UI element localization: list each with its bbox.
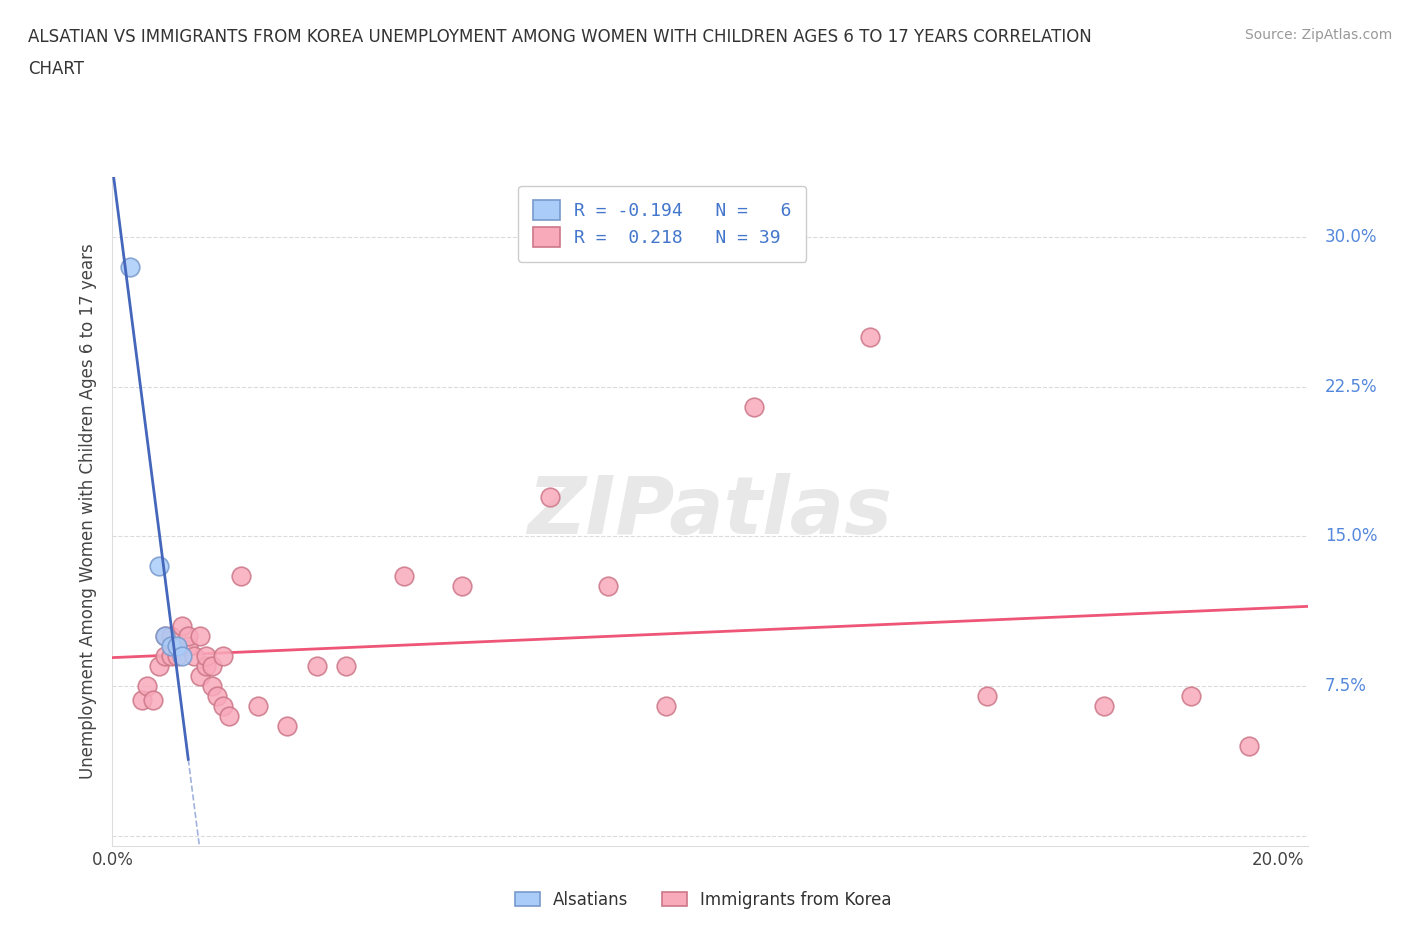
Point bbox=[596, 579, 619, 594]
Y-axis label: Unemployment Among Women with Children Ages 6 to 17 years: Unemployment Among Women with Children A… bbox=[79, 244, 97, 779]
Point bbox=[159, 639, 181, 654]
Text: 30.0%: 30.0% bbox=[1324, 228, 1378, 246]
Point bbox=[538, 489, 561, 504]
Point bbox=[207, 689, 229, 704]
Point bbox=[1092, 699, 1115, 714]
Point bbox=[276, 719, 298, 734]
Point bbox=[212, 649, 235, 664]
Text: CHART: CHART bbox=[28, 60, 84, 78]
Point bbox=[194, 649, 217, 664]
Point bbox=[142, 693, 165, 708]
Point bbox=[194, 659, 217, 674]
Point bbox=[166, 649, 188, 664]
Point bbox=[1180, 689, 1202, 704]
Point bbox=[229, 569, 252, 584]
Point bbox=[148, 559, 170, 574]
Point bbox=[305, 659, 328, 674]
Point bbox=[131, 693, 153, 708]
Point bbox=[172, 649, 194, 664]
Text: 22.5%: 22.5% bbox=[1324, 378, 1378, 395]
Point bbox=[188, 629, 211, 644]
Point bbox=[451, 579, 474, 594]
Point bbox=[153, 629, 176, 644]
Point bbox=[212, 699, 235, 714]
Point bbox=[188, 669, 211, 684]
Text: ALSATIAN VS IMMIGRANTS FROM KOREA UNEMPLOYMENT AMONG WOMEN WITH CHILDREN AGES 6 : ALSATIAN VS IMMIGRANTS FROM KOREA UNEMPL… bbox=[28, 28, 1092, 46]
Point bbox=[153, 629, 176, 644]
Point bbox=[136, 679, 159, 694]
Point bbox=[148, 659, 170, 674]
Point bbox=[159, 629, 181, 644]
Point bbox=[177, 629, 200, 644]
Point bbox=[200, 679, 222, 694]
Point bbox=[742, 399, 765, 414]
Point bbox=[118, 259, 141, 274]
Point bbox=[655, 699, 678, 714]
Point bbox=[183, 649, 205, 664]
Text: 15.0%: 15.0% bbox=[1324, 527, 1378, 546]
Legend: R = -0.194   N =   6, R =  0.218   N = 39: R = -0.194 N = 6, R = 0.218 N = 39 bbox=[519, 186, 806, 261]
Point bbox=[177, 639, 200, 654]
Point bbox=[1239, 739, 1261, 754]
Point bbox=[976, 689, 998, 704]
Point bbox=[172, 619, 194, 634]
Point bbox=[218, 709, 240, 724]
Point bbox=[247, 699, 270, 714]
Point bbox=[335, 659, 357, 674]
Point bbox=[153, 649, 176, 664]
Text: ZIPatlas: ZIPatlas bbox=[527, 472, 893, 551]
Point bbox=[859, 329, 882, 344]
Point bbox=[166, 639, 188, 654]
Text: 7.5%: 7.5% bbox=[1324, 677, 1367, 696]
Point bbox=[200, 659, 222, 674]
Point bbox=[392, 569, 415, 584]
Legend: Alsatians, Immigrants from Korea: Alsatians, Immigrants from Korea bbox=[506, 883, 900, 917]
Text: Source: ZipAtlas.com: Source: ZipAtlas.com bbox=[1244, 28, 1392, 42]
Point bbox=[159, 649, 181, 664]
